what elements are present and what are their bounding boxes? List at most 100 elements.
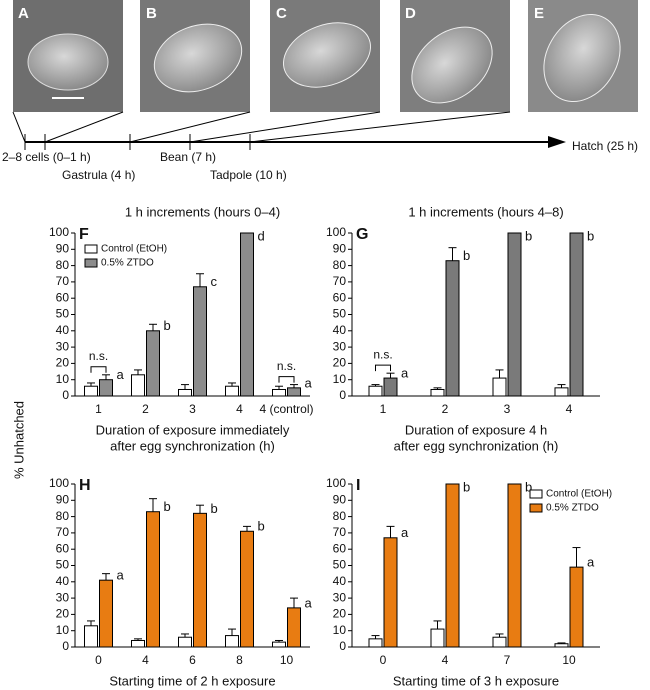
y-tick-label: 100 — [326, 476, 346, 490]
bar — [507, 232, 522, 397]
x-axis-label: Starting time of 2 h exposure — [109, 673, 275, 688]
y-tick-label: 10 — [56, 372, 70, 386]
bar — [240, 232, 254, 397]
bar — [445, 483, 460, 648]
egg — [411, 26, 493, 104]
bar — [99, 579, 113, 648]
x-tick-label: 1 — [95, 402, 102, 416]
bar — [287, 607, 301, 648]
stage-label: Tadpole (10 h) — [210, 168, 287, 182]
bar — [193, 286, 207, 397]
panel-letter: A — [18, 5, 29, 22]
x-tick-label: 3 — [504, 402, 511, 416]
x-tick-label: 2 — [442, 402, 449, 416]
y-tick-label: 60 — [333, 290, 347, 304]
y-tick-label: 80 — [56, 258, 70, 272]
y-tick-label: 40 — [333, 574, 347, 588]
stage-label: Bean (7 h) — [160, 150, 216, 164]
y-tick-label: 50 — [56, 307, 70, 321]
significance-label: b — [164, 318, 171, 333]
egg — [282, 22, 372, 88]
y-tick-label: 100 — [326, 225, 346, 239]
significance-label: b — [211, 501, 218, 516]
bar — [131, 639, 145, 648]
y-tick-label: 30 — [333, 590, 347, 604]
bar — [272, 388, 286, 397]
bar — [225, 635, 239, 648]
significance-label: b — [258, 519, 265, 534]
bracket — [278, 376, 295, 383]
y-tick-label: 30 — [56, 339, 70, 353]
y-tick-label: 90 — [56, 492, 70, 506]
y-tick-label: 80 — [333, 509, 347, 523]
y-tick-label: 70 — [56, 525, 70, 539]
stage-label: Hatch (25 h) — [572, 139, 638, 153]
significance-label: c — [211, 274, 218, 289]
y-axis-label: % Unhatched — [11, 401, 26, 479]
bar — [178, 388, 192, 397]
panel-letter: E — [534, 5, 544, 22]
bar — [368, 638, 383, 648]
panel-letter: H — [79, 477, 91, 494]
bar — [383, 537, 398, 648]
x-axis-label: Duration of exposure 4 h — [405, 422, 547, 437]
bar — [554, 643, 569, 648]
connector — [12, 111, 26, 143]
y-tick-label: 10 — [333, 623, 347, 637]
significance-label: a — [305, 595, 313, 610]
x-axis-label: Duration of exposure immediately — [96, 422, 290, 437]
y-tick-label: 40 — [333, 323, 347, 337]
significance-label: b — [587, 228, 594, 243]
panel-letter: I — [356, 477, 360, 494]
y-tick-label: 30 — [333, 339, 347, 353]
x-tick-label: 6 — [189, 653, 196, 667]
annotation: n.s. — [89, 349, 108, 363]
timeline — [12, 111, 550, 150]
significance-label: a — [305, 375, 313, 390]
legend-swatch — [84, 244, 98, 254]
legend-swatch — [529, 489, 543, 499]
bar — [368, 385, 383, 397]
x-axis-label: after egg synchronization (h) — [110, 438, 275, 453]
egg — [543, 13, 621, 103]
y-tick-label: 90 — [333, 492, 347, 506]
y-tick-label: 50 — [333, 307, 347, 321]
y-tick-label: 60 — [56, 541, 70, 555]
y-tick-label: 90 — [333, 241, 347, 255]
significance-label: b — [525, 479, 532, 494]
bracket — [375, 364, 391, 372]
significance-label: d — [258, 228, 265, 243]
chart-title: 1 h increments (hours 4–8) — [408, 204, 563, 219]
bar — [383, 377, 398, 397]
bar — [193, 512, 207, 648]
y-tick-label: 30 — [56, 590, 70, 604]
x-tick-label: 3 — [189, 402, 196, 416]
connector — [249, 111, 511, 143]
x-tick-label: 2 — [142, 402, 149, 416]
y-tick-label: 0 — [62, 639, 69, 653]
bar — [84, 385, 98, 397]
x-tick-label: 8 — [236, 653, 243, 667]
bar — [84, 625, 98, 648]
arrowhead — [548, 136, 566, 148]
y-tick-label: 90 — [56, 241, 70, 255]
x-tick-label: 4 — [236, 402, 243, 416]
x-tick-label: 4 — [142, 653, 149, 667]
y-tick-label: 20 — [333, 607, 347, 621]
panel-letter: C — [276, 5, 287, 22]
x-tick-label: 0 — [95, 653, 102, 667]
y-tick-label: 10 — [56, 623, 70, 637]
bar — [287, 387, 301, 397]
y-tick-label: 100 — [49, 225, 69, 239]
legend-label: 0.5% ZTDO — [546, 503, 599, 514]
significance-label: b — [463, 479, 470, 494]
annotation: n.s. — [277, 359, 296, 373]
x-tick-label: 4 — [566, 402, 573, 416]
bar — [554, 387, 569, 397]
significance-label: b — [525, 228, 532, 243]
chart-title: 1 h increments (hours 0–4) — [125, 204, 280, 219]
connector — [129, 111, 251, 143]
y-tick-label: 70 — [56, 274, 70, 288]
significance-label: a — [401, 525, 409, 540]
stage-label: 2–8 cells (0–1 h) — [2, 150, 91, 164]
